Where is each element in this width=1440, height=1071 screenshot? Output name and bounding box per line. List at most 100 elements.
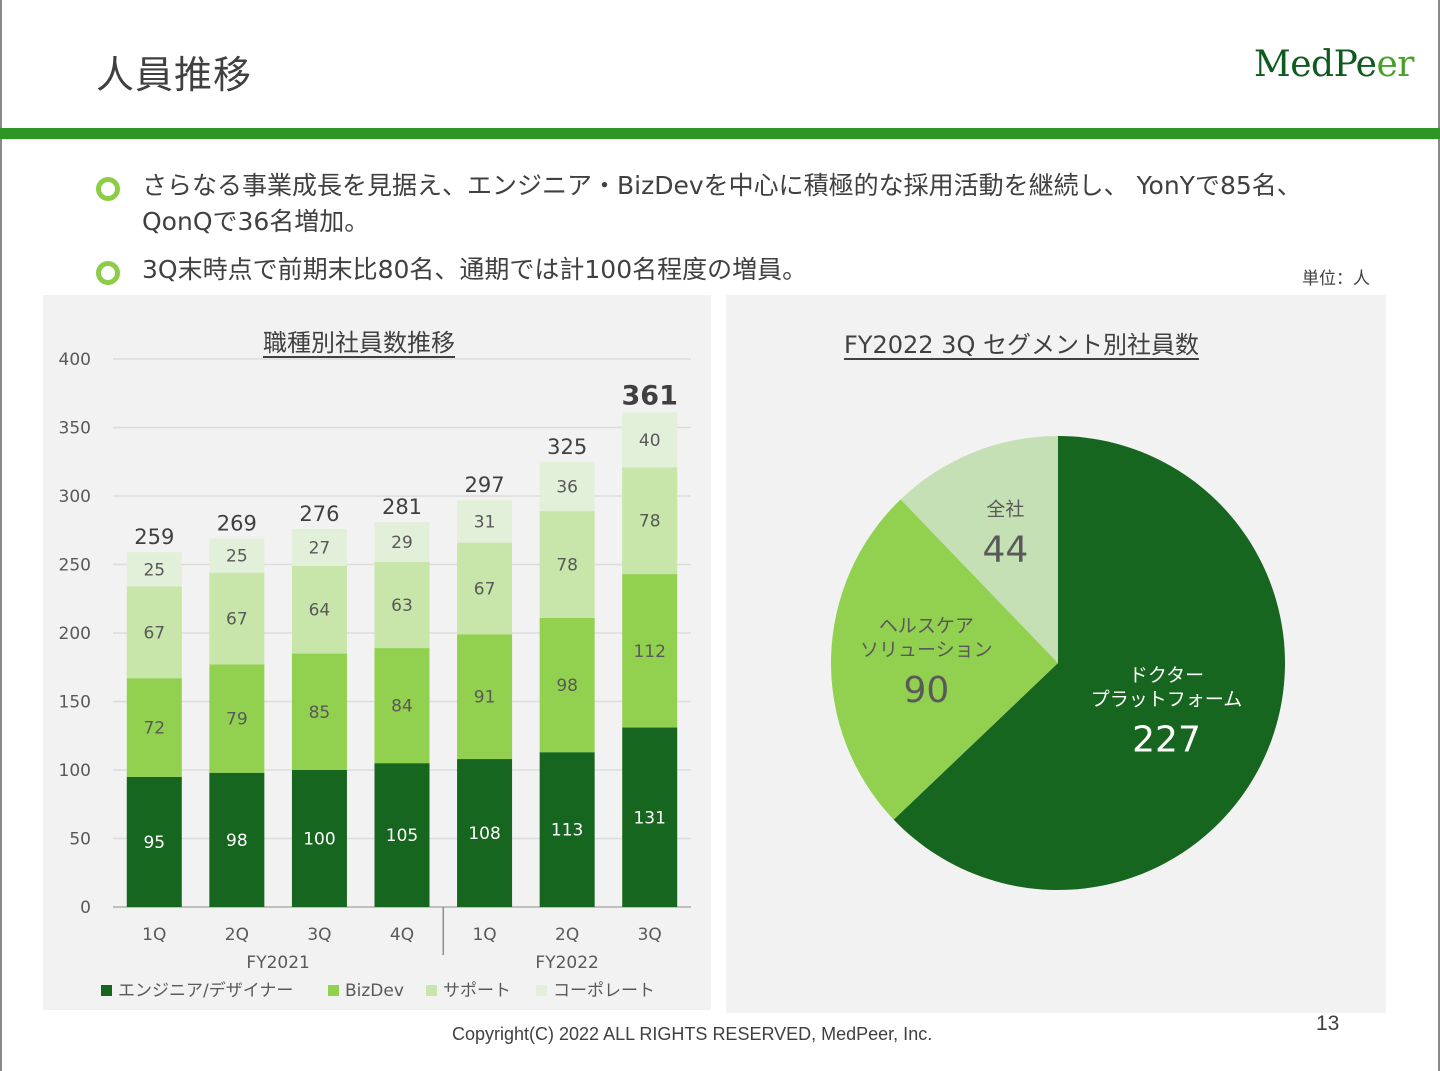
bar-segment	[539, 617, 595, 753]
bar-value-label: 25	[226, 547, 248, 567]
bar-value-label: 98	[556, 676, 578, 696]
pie-chart-title: FY2022 3Q セグメント別社員数	[844, 331, 1199, 359]
bar-segment	[539, 752, 595, 907]
pie-slice	[831, 499, 1058, 820]
bar-segment	[209, 538, 265, 573]
bar-value-label: 78	[556, 556, 578, 576]
bullet-text: 3Q末時点で前期末比80名、通期では計100名程度の増員。	[142, 255, 808, 284]
bar-segment	[622, 467, 678, 575]
bar-segment	[622, 412, 678, 468]
x-tick-label: 2Q	[555, 925, 579, 945]
bar-value-label: 78	[639, 512, 661, 532]
bar-segment	[374, 763, 430, 907]
legend-swatch	[328, 985, 339, 996]
slide-title: 人員推移	[96, 53, 253, 97]
bar-segment	[291, 770, 347, 907]
pie-slice	[900, 436, 1058, 663]
bar-value-label: 131	[633, 808, 665, 828]
x-group-label: FY2022	[535, 953, 598, 973]
bar-value-label: 105	[386, 826, 418, 846]
bar-segment	[457, 500, 513, 543]
x-tick-label: 1Q	[472, 925, 496, 945]
legend-label: コーポレート	[553, 981, 655, 1001]
bar-segment	[374, 648, 430, 764]
bar-value-label: 67	[474, 579, 496, 599]
bullet-item: 3Q末時点で前期末比80名、通期では計100名程度の増員。	[96, 252, 996, 288]
bar-total-label: 259	[134, 525, 174, 549]
bar-segment	[126, 552, 182, 587]
y-tick-label: 350	[59, 419, 91, 439]
legend-label: サポート	[443, 981, 511, 1001]
bar-chart: 0 50 100 150 200 250 300 350 400 95 72 67 25 259 1Q 98 7…	[59, 350, 691, 1001]
x-tick-label: 1Q	[142, 925, 166, 945]
legend-swatch	[101, 985, 112, 996]
bullet-item: さらなる事業成長を見据え、エンジニア・BizDevを中心に積極的な採用活動を継続…	[96, 168, 1336, 240]
bar-value-label: 79	[226, 710, 248, 730]
unit-label: 単位：人	[1302, 269, 1370, 289]
bar-value-label: 67	[143, 623, 165, 643]
bullet-circle-icon	[96, 177, 120, 201]
bar-segment	[291, 528, 347, 566]
bar-value-label: 31	[474, 512, 496, 532]
bar-segment	[209, 572, 265, 665]
bar-total-label: 325	[547, 435, 587, 459]
legend-swatch	[536, 985, 547, 996]
y-tick-label: 300	[59, 487, 91, 507]
bar-chart-panel: 職種別社員数推移 0 50 100 150 200 250 300 350 400 95 72 67 2…	[43, 295, 711, 1010]
pie-slice-label: プラットフォーム	[1091, 688, 1242, 710]
y-tick-label: 150	[59, 693, 91, 713]
bar-chart-title: 職種別社員数推移	[263, 329, 455, 357]
bar-value-label: 72	[143, 719, 165, 739]
slide-border-right	[1438, 0, 1440, 1071]
bar-segment	[374, 561, 430, 649]
bar-segment	[457, 542, 513, 635]
bar-value-label: 91	[474, 688, 496, 708]
pie-slice-value: 90	[903, 670, 949, 711]
legend-label: エンジニア/デザイナー	[118, 980, 293, 1001]
bar-value-label: 40	[639, 431, 661, 451]
bar-value-label: 100	[303, 830, 335, 850]
bar-segment	[539, 511, 595, 618]
bar-segment	[457, 634, 513, 760]
bar-value-label: 67	[226, 610, 248, 630]
bar-value-label: 112	[633, 642, 665, 662]
bullet-circle-icon	[96, 261, 120, 285]
bar-segment	[209, 772, 265, 907]
bullet-text: さらなる事業成長を見据え、エンジニア・BizDevを中心に積極的な採用活動を継続…	[142, 171, 1302, 236]
bar-segment	[209, 664, 265, 773]
bar-segment	[126, 678, 182, 777]
medpeer-logo: MedPeer	[1253, 44, 1415, 85]
slide-border-left	[0, 0, 2, 1071]
page-number: 13	[1316, 1012, 1340, 1035]
pie-slice-label: 全社	[986, 498, 1024, 520]
legend-swatch	[426, 985, 437, 996]
bar-segment	[539, 461, 595, 512]
bar-value-label: 27	[309, 538, 331, 558]
bar-value-label: 29	[391, 533, 413, 553]
x-tick-label: 3Q	[638, 925, 662, 945]
bar-value-label: 98	[226, 831, 248, 851]
pie-chart-panel: FY2022 3Q セグメント別社員数 ドクター プラットフォーム 227 ヘルスケア…	[726, 295, 1386, 1013]
pie-slice-label: ドクター	[1129, 664, 1204, 686]
bar-value-label: 64	[309, 601, 331, 621]
x-tick-label: 3Q	[307, 925, 331, 945]
y-tick-label: 100	[59, 761, 91, 781]
pie-slice	[893, 436, 1285, 891]
bar-value-label: 113	[551, 821, 583, 841]
y-tick-label: 50	[69, 830, 91, 850]
bar-total-label: 276	[299, 502, 339, 526]
pie-slice-value: 227	[1132, 719, 1201, 760]
bar-total-label: 269	[217, 511, 257, 535]
bar-value-label: 25	[143, 560, 165, 580]
bar-value-label: 95	[143, 833, 165, 853]
y-tick-label: 400	[59, 350, 91, 370]
bar-total-label: 361	[622, 380, 678, 411]
bar-segment	[374, 522, 430, 562]
x-group-label: FY2021	[246, 953, 309, 973]
bar-segment	[126, 586, 182, 679]
bar-value-label: 108	[468, 824, 500, 844]
bar-value-label: 84	[391, 697, 413, 717]
bar-value-label: 85	[309, 703, 331, 723]
y-tick-label: 200	[59, 624, 91, 644]
legend-label: BizDev	[345, 981, 404, 1001]
